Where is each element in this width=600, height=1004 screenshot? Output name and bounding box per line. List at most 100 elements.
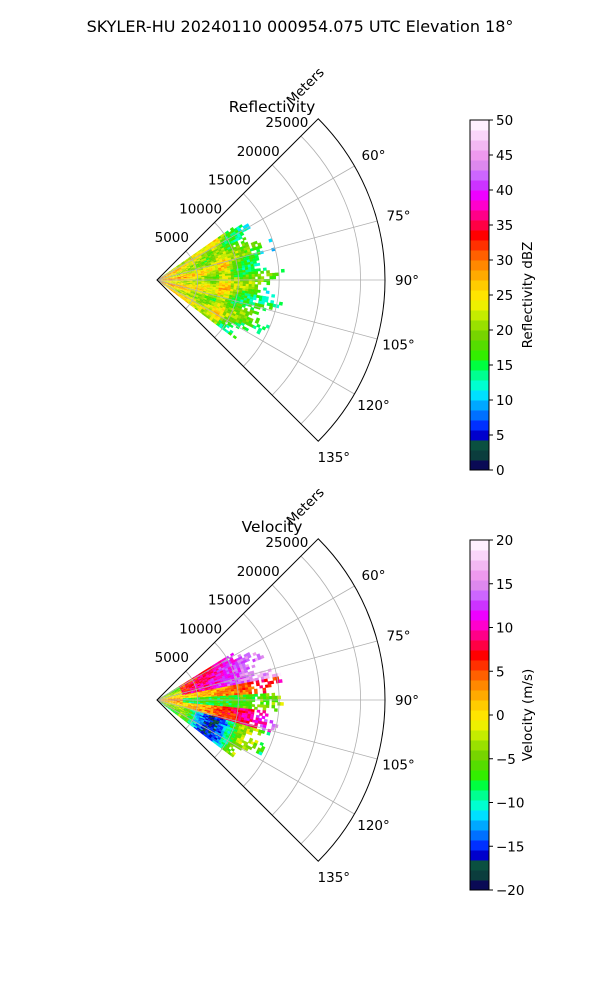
colorbar-tick-label: −15 bbox=[496, 839, 525, 855]
radial-tick-label: 25000 bbox=[265, 535, 308, 551]
radar-cell bbox=[263, 287, 267, 290]
colorbar-segment bbox=[470, 550, 489, 561]
radar-cell bbox=[269, 720, 273, 724]
colorbar-label: Reflectivity dBZ bbox=[520, 242, 536, 349]
colorbar-segment bbox=[470, 390, 489, 401]
angular-tick-label: 120° bbox=[357, 398, 390, 414]
colorbar-segment bbox=[470, 830, 489, 841]
colorbar-tick-label: 25 bbox=[496, 288, 513, 304]
colorbar-tick-label: 40 bbox=[496, 183, 513, 199]
colorbar-segment bbox=[470, 640, 489, 651]
radar-cell bbox=[254, 694, 258, 697]
radar-cell bbox=[248, 692, 252, 695]
radar-cell bbox=[248, 689, 252, 692]
colorbar-segment bbox=[470, 360, 489, 371]
spoke-105 bbox=[157, 700, 377, 759]
colorbar-segment bbox=[470, 770, 489, 781]
radar-cell bbox=[252, 277, 256, 280]
radar-cell bbox=[266, 693, 270, 696]
radar-cell bbox=[252, 652, 256, 656]
radar-cell bbox=[257, 268, 261, 271]
colorbar-segment bbox=[470, 780, 489, 791]
colorbar-tick-label: 0 bbox=[496, 463, 505, 479]
colorbar-tick-label: 15 bbox=[496, 577, 513, 593]
colorbar-segment bbox=[470, 880, 489, 891]
colorbar-segment bbox=[470, 270, 489, 281]
colorbar-segment bbox=[470, 400, 489, 411]
radar-cell bbox=[251, 664, 255, 668]
colorbar-segment bbox=[470, 600, 489, 611]
colorbar-segment bbox=[470, 370, 489, 381]
angular-tick-label: 60° bbox=[362, 568, 386, 584]
figure-suptitle: SKYLER-HU 20240110 000954.075 UTC Elevat… bbox=[87, 17, 514, 36]
colorbar-segment bbox=[470, 620, 489, 631]
colorbar-segment bbox=[470, 860, 489, 871]
radar-cell bbox=[258, 282, 262, 285]
colorbar-segment bbox=[470, 590, 489, 601]
radar-cell bbox=[266, 270, 270, 273]
colorbar-tick-label: 10 bbox=[496, 621, 513, 637]
colorbar-segment bbox=[470, 560, 489, 571]
colorbar-segment bbox=[470, 730, 489, 741]
colorbar-segment bbox=[470, 330, 489, 341]
colorbar-segment bbox=[470, 740, 489, 751]
radar-cell bbox=[266, 705, 270, 708]
radar-cell bbox=[257, 710, 261, 713]
colorbar-segment bbox=[470, 120, 489, 131]
spoke-120 bbox=[157, 700, 354, 814]
radar-cell bbox=[263, 707, 267, 710]
radar-cell bbox=[260, 702, 264, 705]
radar-cell bbox=[242, 237, 246, 241]
radar-cell bbox=[252, 697, 256, 700]
colorbar-segment bbox=[470, 850, 489, 861]
radar-cell bbox=[266, 282, 270, 285]
radial-axis-label: Meters bbox=[284, 485, 328, 529]
colorbar-segment bbox=[470, 220, 489, 231]
radar-cell bbox=[254, 271, 258, 274]
radar-cell bbox=[262, 326, 267, 330]
colorbar-segment bbox=[470, 260, 489, 271]
colorbar-segment bbox=[470, 680, 489, 691]
colorbar-segment bbox=[470, 800, 489, 811]
colorbar-segment bbox=[470, 250, 489, 261]
radial-tick-label: 10000 bbox=[179, 201, 222, 217]
colorbar-segment bbox=[470, 690, 489, 701]
colorbar-segment bbox=[470, 760, 489, 771]
polar-chart-reflectivity: Reflectivity500010000150002000025000Mete… bbox=[155, 65, 536, 479]
colorbar-segment bbox=[470, 160, 489, 171]
radar-cell bbox=[261, 276, 265, 279]
radar-cell bbox=[267, 279, 271, 282]
colorbar-segment bbox=[470, 440, 489, 451]
radar-cell bbox=[260, 271, 264, 274]
radar-cell bbox=[252, 282, 256, 285]
spoke-75 bbox=[157, 641, 377, 700]
colorbar-tick-label: 45 bbox=[496, 148, 513, 164]
colorbar-tick-label: −10 bbox=[496, 796, 525, 812]
radar-cell bbox=[272, 693, 276, 696]
angular-tick-label: 105° bbox=[382, 338, 415, 354]
colorbar-tick-label: −5 bbox=[496, 752, 516, 768]
colorbar-tick-label: −20 bbox=[496, 883, 525, 899]
colorbar-segment bbox=[470, 870, 489, 881]
radar-cell bbox=[275, 699, 278, 702]
colorbar-tick-label: 0 bbox=[496, 708, 505, 724]
colorbar-segment bbox=[470, 430, 489, 441]
radar-cell bbox=[254, 284, 258, 287]
radar-cell bbox=[252, 699, 255, 702]
colorbar-segment bbox=[470, 190, 489, 201]
spoke-105 bbox=[157, 280, 377, 339]
colorbar-tick-label: 30 bbox=[496, 253, 513, 269]
radar-cell bbox=[274, 708, 278, 712]
angular-tick-label: 120° bbox=[357, 818, 390, 834]
colorbar-segment bbox=[470, 700, 489, 711]
radar-cell bbox=[268, 684, 272, 688]
radar-cell bbox=[272, 276, 276, 279]
colorbar-segment bbox=[470, 660, 489, 671]
radar-cell bbox=[271, 705, 275, 708]
colorbar-segment bbox=[470, 630, 489, 641]
colorbar-segment bbox=[470, 300, 489, 311]
radar-cell bbox=[280, 702, 284, 706]
colorbar-segment bbox=[470, 280, 489, 291]
radar-cell bbox=[263, 690, 267, 693]
